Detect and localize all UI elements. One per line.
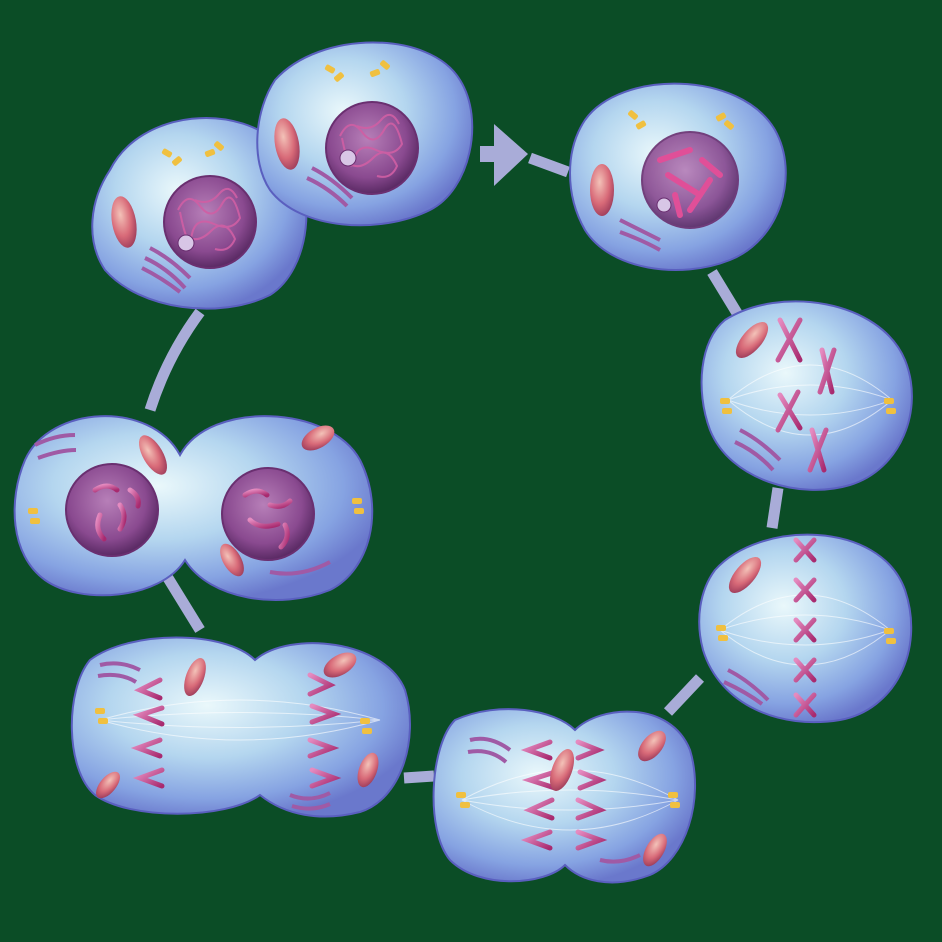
cycle-path	[144, 124, 784, 784]
cycle-arrow-icon	[480, 124, 528, 186]
telophase-cell	[70, 636, 411, 818]
cytokinesis-cell	[13, 415, 374, 601]
prometaphase-cell	[700, 300, 913, 491]
anaphase-cell	[432, 708, 697, 884]
interphase-cell-right	[256, 41, 474, 227]
interphase-cell-left	[91, 116, 308, 310]
metaphase-cell	[698, 533, 913, 724]
prophase-cell	[569, 82, 787, 271]
